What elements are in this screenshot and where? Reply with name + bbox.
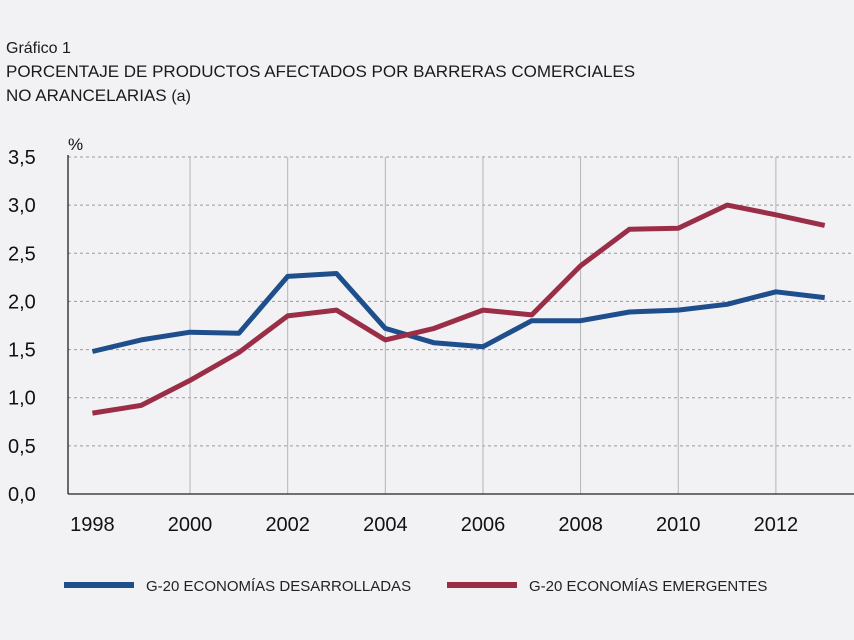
y-axis-unit-label: %: [68, 135, 83, 154]
y-tick-label: 3,0: [8, 195, 36, 217]
y-tick-label: 1,5: [8, 340, 36, 362]
series-line-1: [91, 271, 825, 354]
chart-header: Gráfico 1 PORCENTAJE DE PRODUCTOS AFECTA…: [6, 38, 635, 109]
series-line-2: [92, 202, 826, 416]
chart-title: PORCENTAJE DE PRODUCTOS AFECTADOS POR BA…: [6, 60, 635, 109]
y-tick-label: 0,0: [8, 484, 36, 506]
x-tick-label: 2000: [168, 514, 213, 536]
y-tick-label: 0,5: [8, 436, 36, 458]
x-tick-label: 2012: [754, 514, 799, 536]
y-tick-label: 2,5: [8, 243, 36, 265]
x-tick-label: 2010: [656, 514, 701, 536]
chart-title-line-2: NO ARANCELARIAS: [6, 86, 167, 105]
x-tick-label: 1998: [70, 514, 115, 536]
series-lines: [91, 202, 826, 416]
x-tick-label: 2004: [363, 514, 408, 536]
legend-label-2: G-20 ECONOMÍAS EMERGENTES: [529, 578, 767, 595]
y-tick-label: 2,0: [8, 291, 36, 313]
y-tick-label: 1,0: [8, 388, 36, 410]
x-tick-label: 2006: [461, 514, 506, 536]
figure-label: Gráfico 1: [6, 40, 71, 57]
y-tick-label: 3,5: [8, 147, 36, 169]
legend-label-1: G-20 ECONOMÍAS DESARROLLADAS: [146, 578, 411, 595]
chart-title-suffix: (a): [171, 88, 191, 105]
tick-labels: 0,0 0,5 1,0 1,5 2,0 2,5 3,0 3,5 1998 2000 2002 2004…: [8, 147, 798, 536]
axes: [67, 155, 854, 495]
chart-title-line-1: PORCENTAJE DE PRODUCTOS AFECTADOS POR BA…: [6, 62, 636, 81]
legend: G-20 ECONOMÍAS DESARROLLADAS G-20 ECONOMÍ…: [64, 578, 767, 595]
x-tick-label: 2008: [558, 514, 603, 536]
x-tick-label: 2002: [265, 514, 310, 536]
